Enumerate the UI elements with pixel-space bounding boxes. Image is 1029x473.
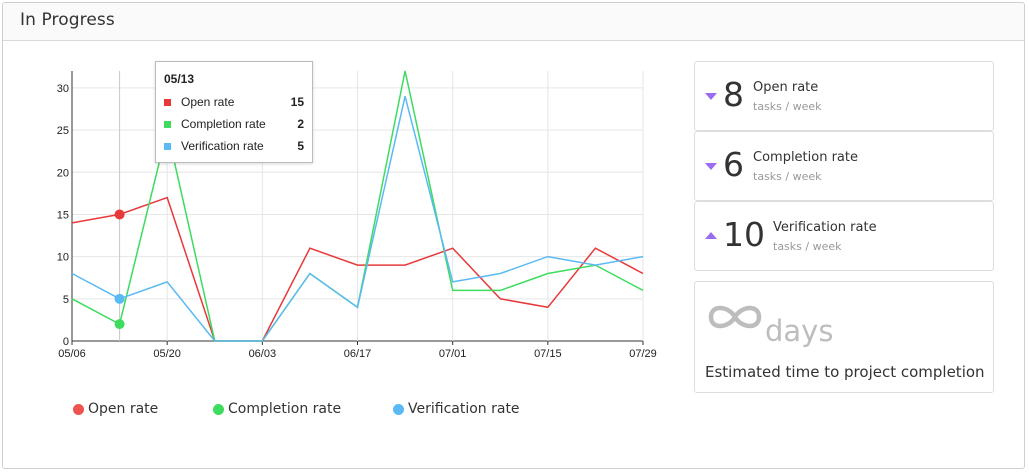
stat-card-verification-rate: 10 Verification rate tasks / week [694,201,994,271]
y-tick-label: 15 [57,209,69,221]
tooltip-row-completion-rate: Completion rate 2 [164,117,304,133]
triangle-down-icon [705,93,717,100]
x-tick-label: 05/06 [58,348,86,360]
tooltip-title: 05/13 [164,72,195,86]
x-tick-label: 07/01 [439,348,467,360]
estimate-card: days Estimated time to project completio… [694,281,994,393]
stat-name: Completion rate [753,150,858,165]
tooltip-series-name: Verification rate [181,139,264,153]
series-line-verification-rate [71,96,644,342]
x-tick-label: 05/20 [153,348,181,360]
tooltip-row-open-rate: Open rate 15 [164,95,304,111]
y-tick-label: 20 [57,167,69,179]
tooltip-series-value: 15 [290,95,304,109]
legend-dot [393,404,404,415]
triangle-up-icon [705,232,717,239]
tooltip-swatch [164,121,171,128]
highlight-point-verification-rate [114,293,125,304]
stat-unit: tasks / week [773,240,842,253]
tooltip-swatch [164,143,171,150]
chart-tooltip: 05/13 Open rate 15 Completion rate 2 Ver… [155,61,313,163]
legend-label: Open rate [88,401,159,417]
estimate-unit: days [765,314,834,348]
series-line-open-rate [71,196,644,342]
panel-title: In Progress [20,10,115,30]
stat-unit: tasks / week [753,100,822,113]
stat-value: 6 [723,145,744,184]
triangle-down-icon [705,163,717,170]
x-tick-label: 06/17 [344,348,372,360]
stat-unit: tasks / week [753,170,822,183]
legend-label: Verification rate [408,401,520,417]
y-tick-label: 0 [63,336,69,348]
y-tick-label: 5 [63,294,69,306]
infinity-icon [708,305,762,329]
stat-value: 10 [723,215,765,254]
tooltip-series-name: Completion rate [181,117,266,131]
stat-card-completion-rate: 6 Completion rate tasks / week [694,131,994,201]
y-tick-label: 30 [57,83,69,95]
tooltip-swatch [164,99,171,106]
stat-card-open-rate: 8 Open rate tasks / week [694,61,994,131]
stat-name: Open rate [753,80,819,95]
highlight-point-open-rate [114,209,125,220]
legend-dot [73,404,84,415]
x-tick-label: 07/29 [629,348,657,360]
y-tick-label: 25 [57,125,69,137]
stat-name: Verification rate [773,220,877,235]
x-tick-label: 07/15 [534,348,562,360]
tooltip-series-value: 2 [297,117,304,131]
y-tick-label: 10 [57,252,69,264]
legend-dot [213,404,224,415]
stat-value: 8 [723,75,744,114]
tooltip-series-name: Open rate [181,95,235,109]
tooltip-series-value: 5 [297,139,304,153]
highlight-point-completion-rate [114,319,125,330]
x-tick-label: 06/03 [249,348,277,360]
legend-label: Completion rate [228,401,342,417]
panel-header [3,3,1024,41]
tooltip-row-verification-rate: Verification rate 5 [164,139,304,155]
estimate-description: Estimated time to project completion [705,363,985,381]
